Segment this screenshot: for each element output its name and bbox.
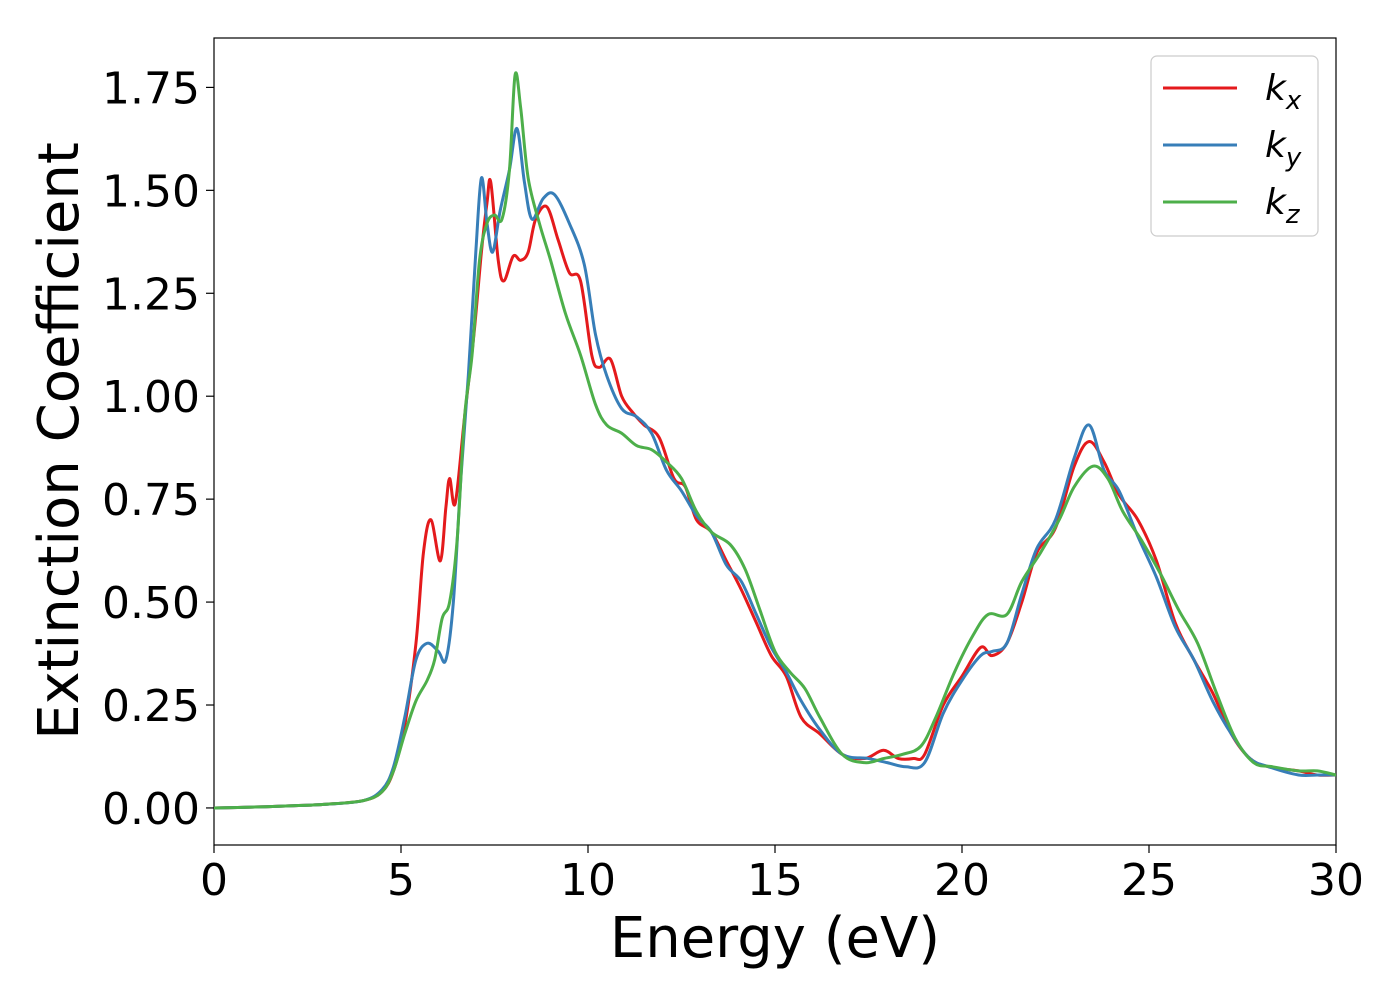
x-tick-label: 10 xyxy=(560,855,616,906)
x-tick-label: 0 xyxy=(200,855,228,906)
y-tick-label: 0.50 xyxy=(102,578,200,629)
x-tick-label: 15 xyxy=(747,855,803,906)
y-axis: 0.00 0.25 0.50 0.75 1.00 1.25 1.50 1.75 xyxy=(102,63,214,835)
series-line-z xyxy=(214,71,1336,810)
y-tick-label: 0.00 xyxy=(102,784,200,835)
x-tick-label: 20 xyxy=(934,855,990,906)
legend: kx ky kz xyxy=(1150,55,1319,237)
legend-label-x: kx xyxy=(1265,68,1302,116)
x-axis: 0 5 10 15 20 25 30 xyxy=(200,845,1364,906)
x-axis-title: Energy (eV) xyxy=(610,906,940,971)
y-tick-label: 1.50 xyxy=(102,166,200,217)
y-tick-label: 1.00 xyxy=(102,372,200,423)
legend-label-y: ky xyxy=(1265,125,1302,173)
y-axis-title: Extinction Coefficient xyxy=(27,142,92,740)
series-line-x xyxy=(214,178,1336,810)
y-tick-label: 0.25 xyxy=(102,681,200,732)
y-tick-label: 1.75 xyxy=(102,63,200,114)
series-layer xyxy=(214,71,1336,810)
y-tick-label: 0.75 xyxy=(102,475,200,526)
x-tick-label: 5 xyxy=(387,855,415,906)
x-tick-label: 30 xyxy=(1308,855,1364,906)
legend-label-z: kz xyxy=(1265,182,1301,230)
series-line-y xyxy=(214,127,1336,810)
y-tick-label: 1.25 xyxy=(102,269,200,320)
x-tick-label: 25 xyxy=(1121,855,1177,906)
